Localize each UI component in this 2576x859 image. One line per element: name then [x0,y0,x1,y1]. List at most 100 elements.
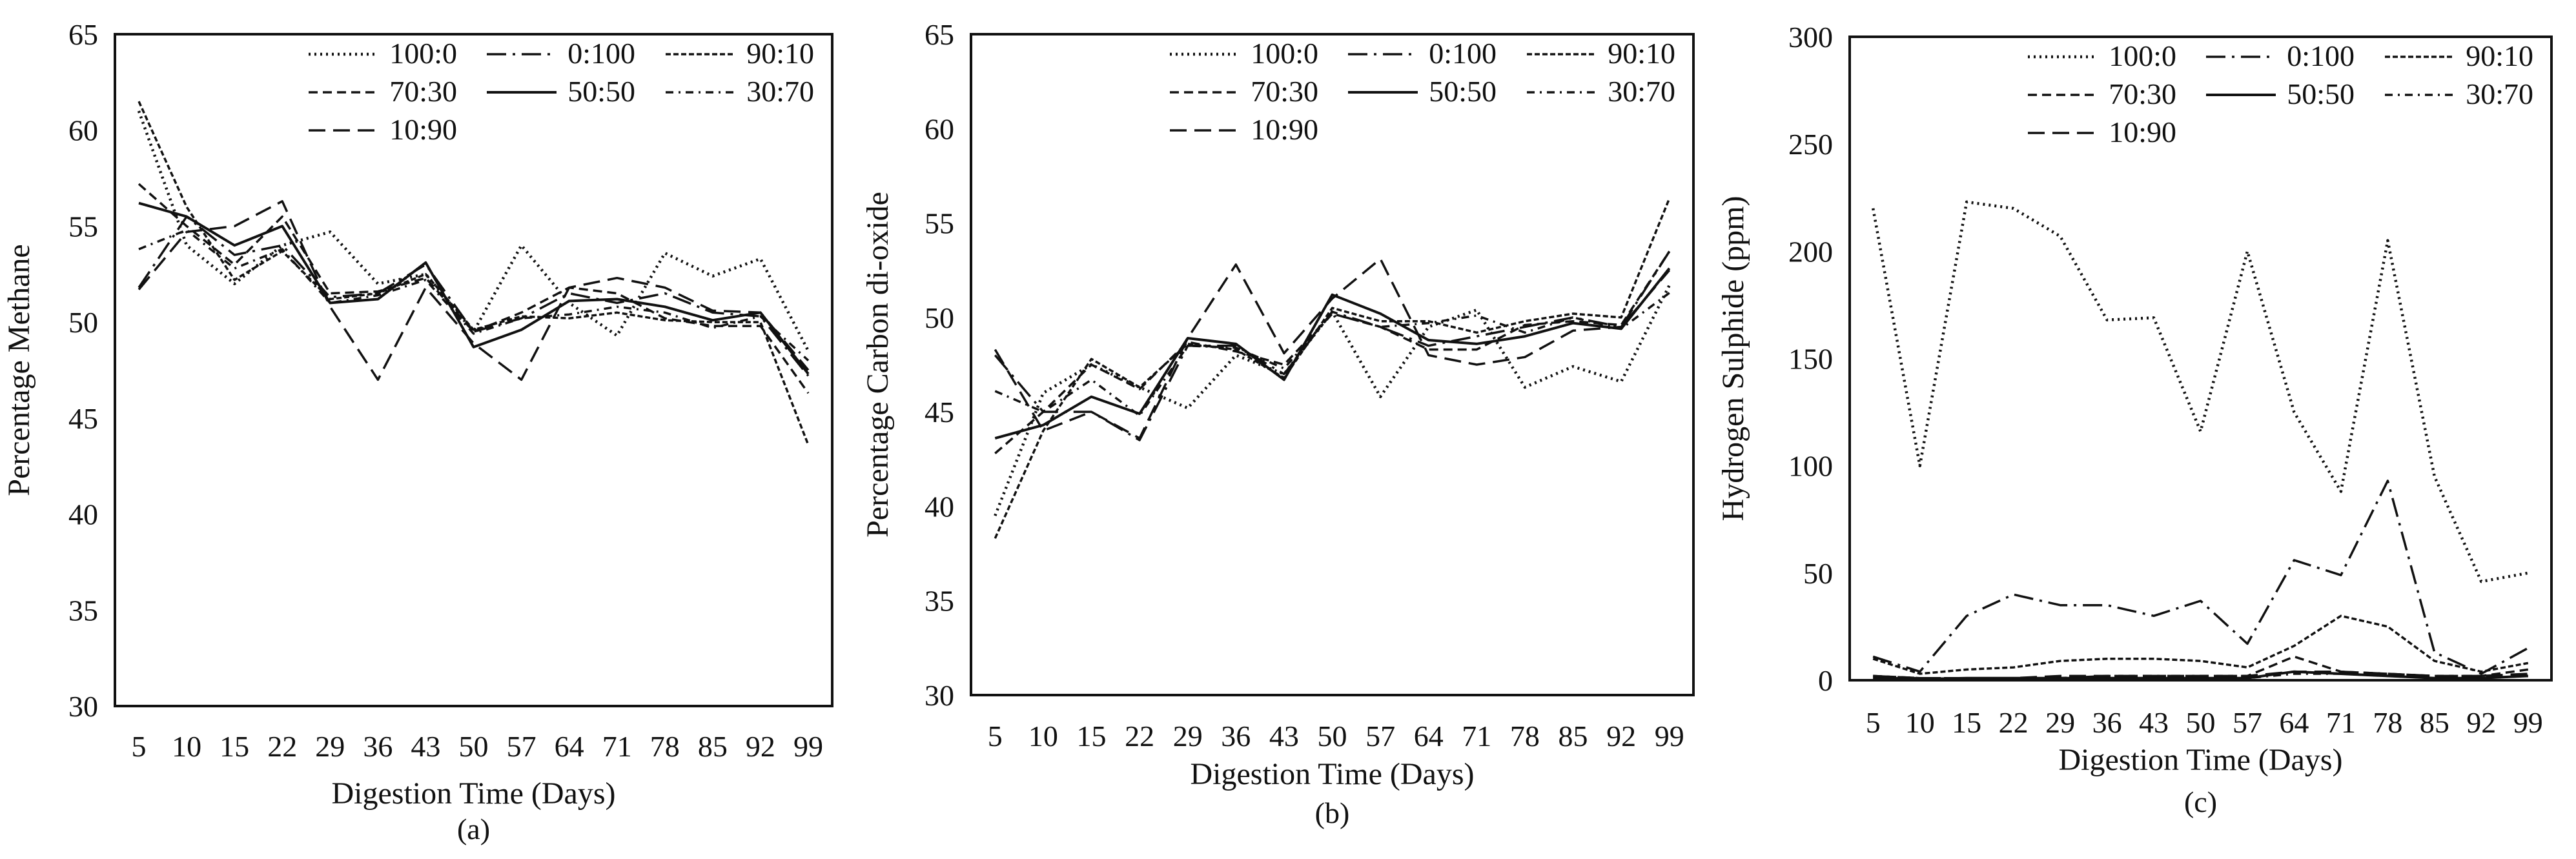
legend-label: 30:70 [2466,77,2533,110]
x-tick-label: 10 [1028,720,1058,753]
y-axis-title: Hydrogen Sulphide (ppm) [1716,196,1750,521]
legend-item: 90:10 [2385,39,2533,72]
x-tick-label: 85 [2420,706,2449,739]
y-tick-label: 50 [925,301,954,334]
legend-label: 100:0 [2109,39,2176,72]
series-line-90-10 [994,197,1671,539]
x-tick-label: 71 [602,730,632,763]
x-axis-title: Digestion Time (Days) [331,776,615,811]
y-tick-label: 45 [68,402,98,435]
legend-label: 0:100 [1429,37,1497,70]
x-tick-label: 64 [555,730,584,763]
x-tick-label: 15 [1077,720,1107,753]
legend-label: 30:70 [1608,75,1675,108]
legend-item: 100:0 [1170,37,1318,70]
legend-item: 30:70 [2385,77,2533,110]
x-tick-label: 22 [1999,706,2029,739]
series-line-30-70 [138,228,810,361]
legend-label: 90:10 [746,37,814,70]
y-tick-label: 30 [68,690,98,723]
x-tick-label: 57 [2233,706,2262,739]
series-line-70-30 [138,183,810,394]
series-line-10-90 [138,200,810,381]
x-tick-label: 85 [1559,720,1588,753]
x-tick-label: 5 [1866,706,1881,739]
y-tick-label: 200 [1788,235,1833,268]
x-tick-label: 36 [2092,706,2122,739]
legend-label: 10:90 [389,113,457,146]
y-tick-label: 45 [925,396,954,429]
legend-label: 50:50 [1429,75,1497,108]
legend-item: 10:90 [2028,116,2176,148]
legend-item: 90:10 [1527,37,1675,70]
y-tick-label: 60 [925,112,954,145]
series-line-100-0 [994,285,1671,516]
x-tick-label: 57 [507,730,537,763]
plot-area [114,33,833,707]
legend: 100:0 0:100 90:10 70:30 50:50 30:70 10:90 [1170,37,1675,146]
legend-item: 50:50 [487,75,635,108]
legend-label: 0:100 [2287,39,2355,72]
y-tick-label: 50 [1803,557,1833,590]
series-line-0-100 [1872,480,2529,675]
legend-label: 90:10 [1608,37,1675,70]
legend-item: 90:10 [666,37,814,70]
y-tick-label: 65 [68,18,98,51]
legend-item: 30:70 [666,75,814,108]
series-line-50-50 [994,267,1671,440]
x-tick-label: 10 [1905,706,1935,739]
x-tick-label: 43 [2139,706,2169,739]
x-tick-label: 71 [2326,706,2356,739]
legend-item: 10:90 [1170,113,1318,146]
x-tick-label: 92 [1606,720,1636,753]
x-tick-label: 29 [315,730,345,763]
y-tick-label: 65 [925,18,954,51]
x-tick-label: 29 [1173,720,1203,753]
legend-item: 100:0 [2028,39,2176,72]
legend-item: 70:30 [309,75,457,108]
legend-label: 70:30 [389,75,457,108]
legend-label: 100:0 [389,37,457,70]
legend-item: 50:50 [1348,75,1497,108]
legend-label: 50:50 [567,75,635,108]
series-line-30-70 [1873,672,2528,680]
legend-item: 50:50 [2206,77,2355,110]
x-tick-label: 15 [1952,706,1981,739]
legend-label: 100:0 [1251,37,1318,70]
legend-label: 30:70 [746,75,814,108]
legend-label: 0:100 [567,37,635,70]
x-tick-label: 92 [746,730,775,763]
x-tick-label: 5 [132,730,147,763]
series-line-50-50 [138,201,810,375]
x-tick-label: 36 [1221,720,1251,753]
y-tick-label: 60 [68,114,98,147]
y-tick-label: 40 [68,498,98,531]
x-tick-label: 36 [363,730,393,763]
legend-label: 90:10 [2466,39,2533,72]
legend-item: 0:100 [487,37,635,70]
x-tick-label: 29 [2045,706,2075,739]
y-axis-title: Percentage Carbon di-oxide [861,192,895,538]
y-axis-title: Percentage Methane [2,244,36,496]
y-tick-label: 150 [1788,343,1833,376]
legend: 100:0 0:100 90:10 70:30 50:50 30:70 10:90 [309,37,814,146]
series-line-30-70 [994,292,1670,417]
legend-item: 70:30 [1170,75,1318,108]
legend-item: 10:90 [309,113,457,146]
series-line-100-0 [137,110,810,352]
x-axis-title: Digestion Time (Days) [1190,757,1474,791]
x-tick-label: 99 [1655,720,1684,753]
legend-label: 70:30 [2109,77,2176,110]
x-tick-label: 43 [1269,720,1299,753]
x-tick-label: 92 [2466,706,2496,739]
y-tick-label: 55 [68,210,98,243]
x-tick-label: 22 [1125,720,1154,753]
x-tick-label: 50 [1318,720,1347,753]
chart-panel-3: 0 50 100 150 200 250 300 5 10 15 22 29 36 43 50 57 64 71 7… [1716,21,2553,818]
y-tick-label: 50 [68,306,98,339]
series-line-0-100 [138,215,810,377]
y-tick-label: 300 [1788,21,1833,54]
series-line-90-10 [138,101,810,446]
x-tick-label: 43 [411,730,440,763]
x-tick-label: 85 [698,730,728,763]
